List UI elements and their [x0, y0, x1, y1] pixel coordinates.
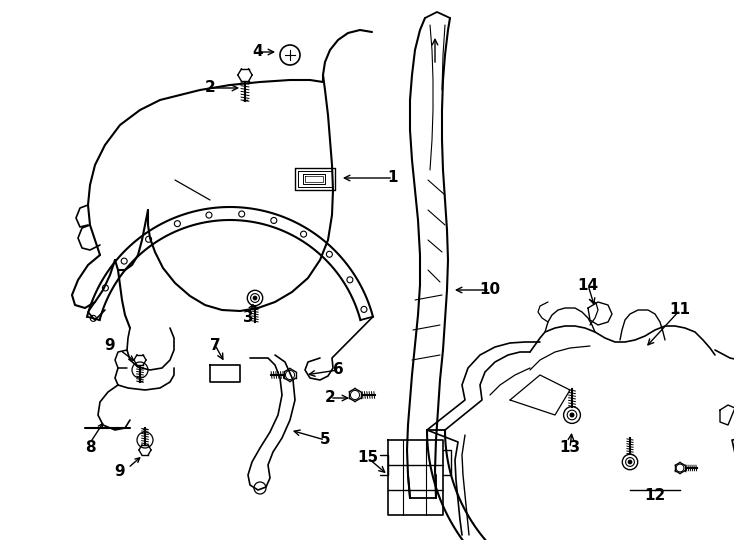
Text: 7: 7 [210, 338, 220, 353]
Text: 6: 6 [333, 362, 344, 377]
Text: 8: 8 [84, 441, 95, 456]
Text: 1: 1 [388, 171, 399, 186]
Circle shape [253, 296, 257, 300]
Circle shape [570, 413, 574, 417]
Text: 4: 4 [252, 44, 264, 59]
Text: 9: 9 [115, 464, 126, 480]
Text: 15: 15 [357, 450, 379, 465]
Text: 2: 2 [324, 390, 335, 406]
Text: 11: 11 [669, 302, 691, 318]
Text: 5: 5 [320, 433, 330, 448]
Text: 2: 2 [205, 80, 215, 96]
Text: 10: 10 [479, 282, 501, 298]
Text: 9: 9 [105, 338, 115, 353]
Text: 12: 12 [644, 488, 666, 503]
Text: 3: 3 [243, 310, 253, 326]
Circle shape [628, 460, 632, 464]
Text: 14: 14 [578, 278, 598, 293]
Text: 13: 13 [559, 441, 581, 456]
